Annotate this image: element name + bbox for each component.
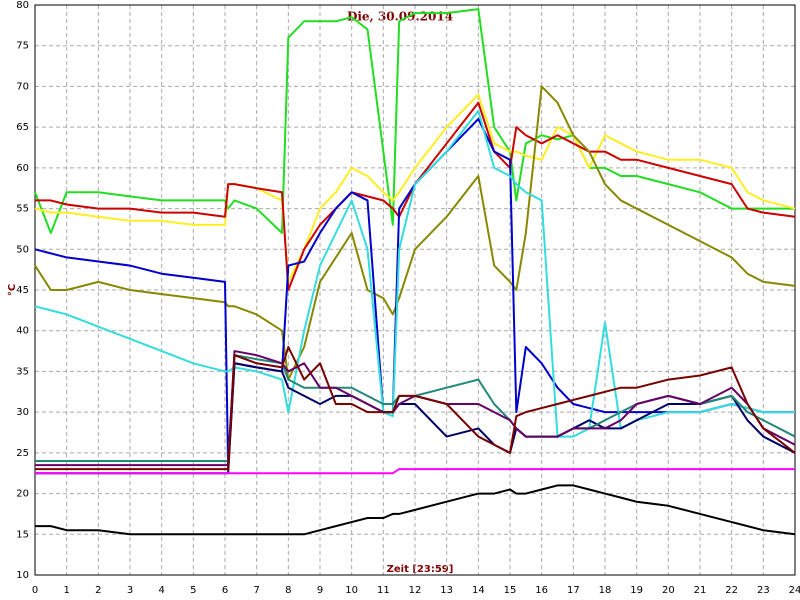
y-tick-label: 20 <box>16 489 29 500</box>
x-tick-label: 19 <box>630 585 643 596</box>
x-tick-label: 4 <box>158 585 164 596</box>
x-tick-label: 10 <box>345 585 358 596</box>
x-tick-label: 7 <box>253 585 259 596</box>
x-tick-label: 20 <box>662 585 675 596</box>
x-tick-label: 9 <box>317 585 323 596</box>
series-line <box>35 346 796 471</box>
y-tick-label: 55 <box>16 204 29 215</box>
plot-border <box>34 4 796 576</box>
y-tick-label: 30 <box>16 407 29 418</box>
x-tick-label: 13 <box>440 585 453 596</box>
y-tick-label: 75 <box>16 41 29 52</box>
y-tick-label: 80 <box>16 0 29 11</box>
series-line <box>35 468 795 475</box>
x-tick-label: 17 <box>567 585 580 596</box>
x-tick-label: 0 <box>32 585 38 596</box>
series-line <box>34 93 796 283</box>
series-line <box>34 85 796 381</box>
y-tick-label: 10 <box>16 570 29 581</box>
y-tick-label: 50 <box>16 244 29 255</box>
x-tick-label: 16 <box>535 585 548 596</box>
x-tick-label: 6 <box>222 585 228 596</box>
series-line <box>34 8 795 234</box>
y-axis-label: °C <box>7 284 18 296</box>
x-tick-label: 8 <box>285 585 291 596</box>
series-line <box>34 118 795 471</box>
y-tick-label: 45 <box>16 285 29 296</box>
x-tick-label: 1 <box>63 585 69 596</box>
x-tick-label: 11 <box>377 585 390 596</box>
x-tick-label: 2 <box>95 585 101 596</box>
x-tick-label: 24 <box>789 585 800 596</box>
x-tick-label: 22 <box>725 585 738 596</box>
x-tick-label: 5 <box>190 585 196 596</box>
x-tick-label: 23 <box>757 585 770 596</box>
series-line <box>35 484 796 536</box>
x-tick-label: 12 <box>409 585 422 596</box>
y-tick-label: 60 <box>16 163 29 174</box>
x-axis-label: Zeit [23:59] <box>387 564 454 575</box>
y-tick-label: 15 <box>16 529 29 540</box>
x-tick-label: 14 <box>472 585 485 596</box>
x-tick-label: 18 <box>599 585 612 596</box>
series-line <box>35 350 796 467</box>
y-tick-label: 70 <box>16 81 29 92</box>
y-tick-label: 35 <box>16 366 29 377</box>
x-tick-label: 21 <box>694 585 707 596</box>
y-tick-label: 65 <box>16 122 29 133</box>
y-tick-label: 25 <box>16 448 29 459</box>
y-tick-label: 40 <box>16 326 29 337</box>
x-tick-label: 3 <box>127 585 133 596</box>
x-tick-label: 15 <box>504 585 517 596</box>
